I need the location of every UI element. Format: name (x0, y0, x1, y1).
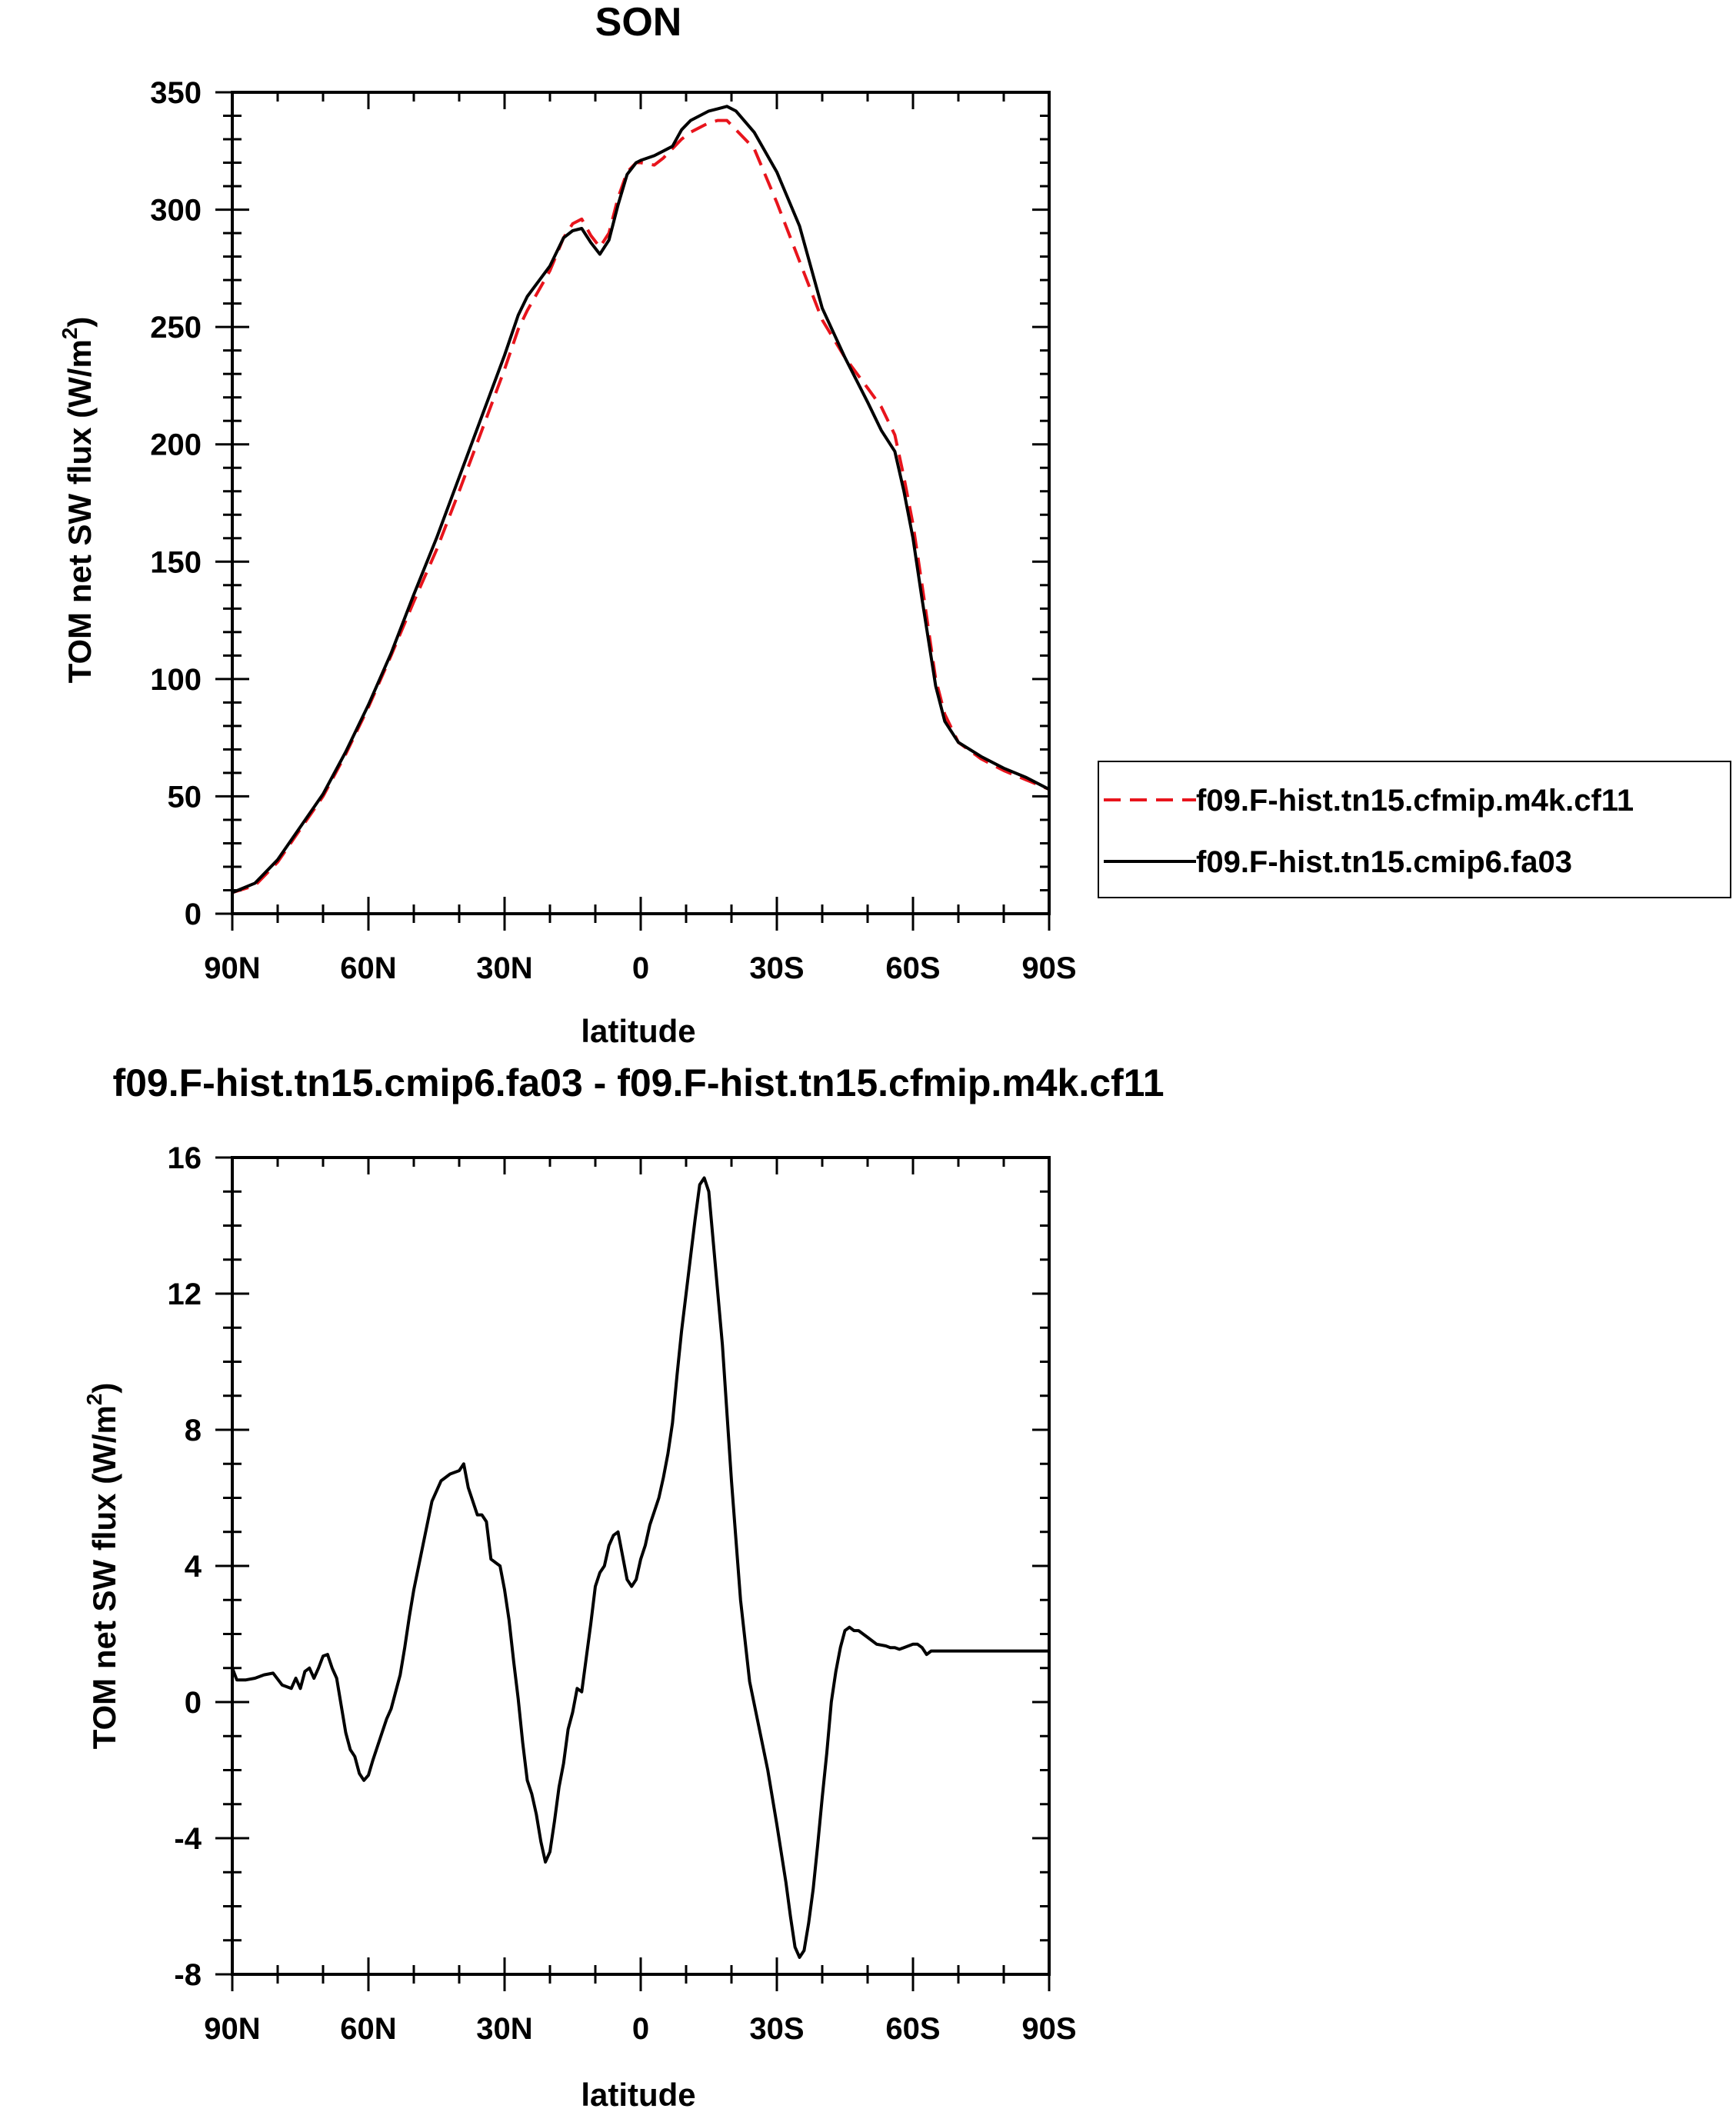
bottom-y-axis-label-main: TOM net SW flux (W/m (86, 1405, 122, 1749)
bottom-x-tick-label: 90S (1021, 2012, 1076, 2046)
top-x-ticks: 90N 60N 30N 0 30S 60S 90S (204, 92, 1077, 985)
top-x-tick-label: 30N (476, 951, 532, 985)
top-x-tick-label: 60S (885, 951, 940, 985)
bottom-series-line-0 (231, 1176, 1049, 1959)
legend-label-fa03: f09.F-hist.tn15.cmip6.fa03 (1196, 845, 1572, 879)
top-x-tick-label: 90S (1021, 951, 1076, 985)
top-y-ticks: 0 50 100 150 200 250 300 350 (150, 76, 1049, 931)
top-y-axis-label-close: ) (62, 317, 98, 328)
top-y-axis-label-main: TOM net SW flux (W/m (62, 339, 98, 683)
bottom-x-tick-label: 60N (340, 2012, 396, 2046)
bottom-y-tick-label: -4 (174, 1822, 202, 1856)
legend-box (1098, 761, 1731, 898)
top-y-tick-label: 150 (150, 545, 202, 579)
top-y-tick-label: 350 (150, 76, 202, 110)
top-y-tick-label: 0 (185, 898, 202, 931)
top-plot-frame (231, 91, 1051, 915)
bottom-x-axis-label: latitude (581, 2077, 695, 2112)
top-x-axis-label: latitude (581, 1013, 695, 1049)
top-chart-title: SON (595, 0, 682, 45)
top-y-axis-label: TOM net SW flux (W/m2) (58, 317, 98, 684)
bottom-y-axis-label-close: ) (86, 1383, 122, 1394)
top-y-tick-label: 250 (150, 311, 202, 345)
bottom-x-tick-label: 60S (885, 2012, 940, 2046)
bottom-y-tick-label: 12 (168, 1278, 202, 1311)
top-x-tick-label: 90N (204, 951, 260, 985)
bottom-y-axis-label-sup: 2 (82, 1394, 106, 1406)
legend: f09.F-hist.tn15.cfmip.m4k.cf11 f09.F-his… (1098, 761, 1731, 898)
bottom-y-ticks: -8 -4 0 4 8 12 16 (168, 1141, 1049, 1992)
top-panel: SON 90N 60N 30N 0 30S 60S 90S 0 50 100 150 200 250 3… (58, 0, 1731, 1049)
top-plot-area (232, 105, 1050, 894)
bottom-x-tick-label: 30N (476, 2012, 532, 2046)
top-y-tick-label: 50 (168, 780, 202, 814)
top-series-line-0 (232, 118, 1050, 894)
bottom-chart-title: f09.F-hist.tn15.cmip6.fa03 - f09.F-hist.… (112, 1061, 1164, 1104)
top-y-tick-label: 100 (150, 663, 202, 697)
bottom-x-tick-label: 0 (632, 2012, 649, 2046)
bottom-y-tick-label: -8 (174, 1958, 202, 1992)
bottom-y-tick-label: 4 (185, 1550, 202, 1584)
bottom-x-ticks: 90N 60N 30N 0 30S 60S 90S (204, 1158, 1077, 2046)
top-series-line-1 (232, 105, 1050, 894)
top-y-axis-label-sup: 2 (58, 328, 82, 340)
bottom-x-tick-label: 90N (204, 2012, 260, 2046)
bottom-panel: f09.F-hist.tn15.cmip6.fa03 - f09.F-hist.… (82, 1061, 1165, 2112)
top-x-tick-label: 0 (632, 951, 649, 985)
bottom-y-axis-label: TOM net SW flux (W/m2) (82, 1383, 122, 1750)
bottom-y-tick-label: 8 (185, 1414, 202, 1447)
legend-label-cf11: f09.F-hist.tn15.cfmip.m4k.cf11 (1196, 784, 1634, 818)
top-y-tick-label: 300 (150, 194, 202, 228)
top-x-tick-label: 60N (340, 951, 396, 985)
bottom-y-tick-label: 16 (168, 1141, 202, 1175)
bottom-plot-area (231, 1176, 1049, 1959)
bottom-x-tick-label: 30S (749, 2012, 804, 2046)
bottom-y-tick-label: 0 (185, 1686, 202, 1720)
top-y-tick-label: 200 (150, 428, 202, 462)
top-x-tick-label: 30S (749, 951, 804, 985)
